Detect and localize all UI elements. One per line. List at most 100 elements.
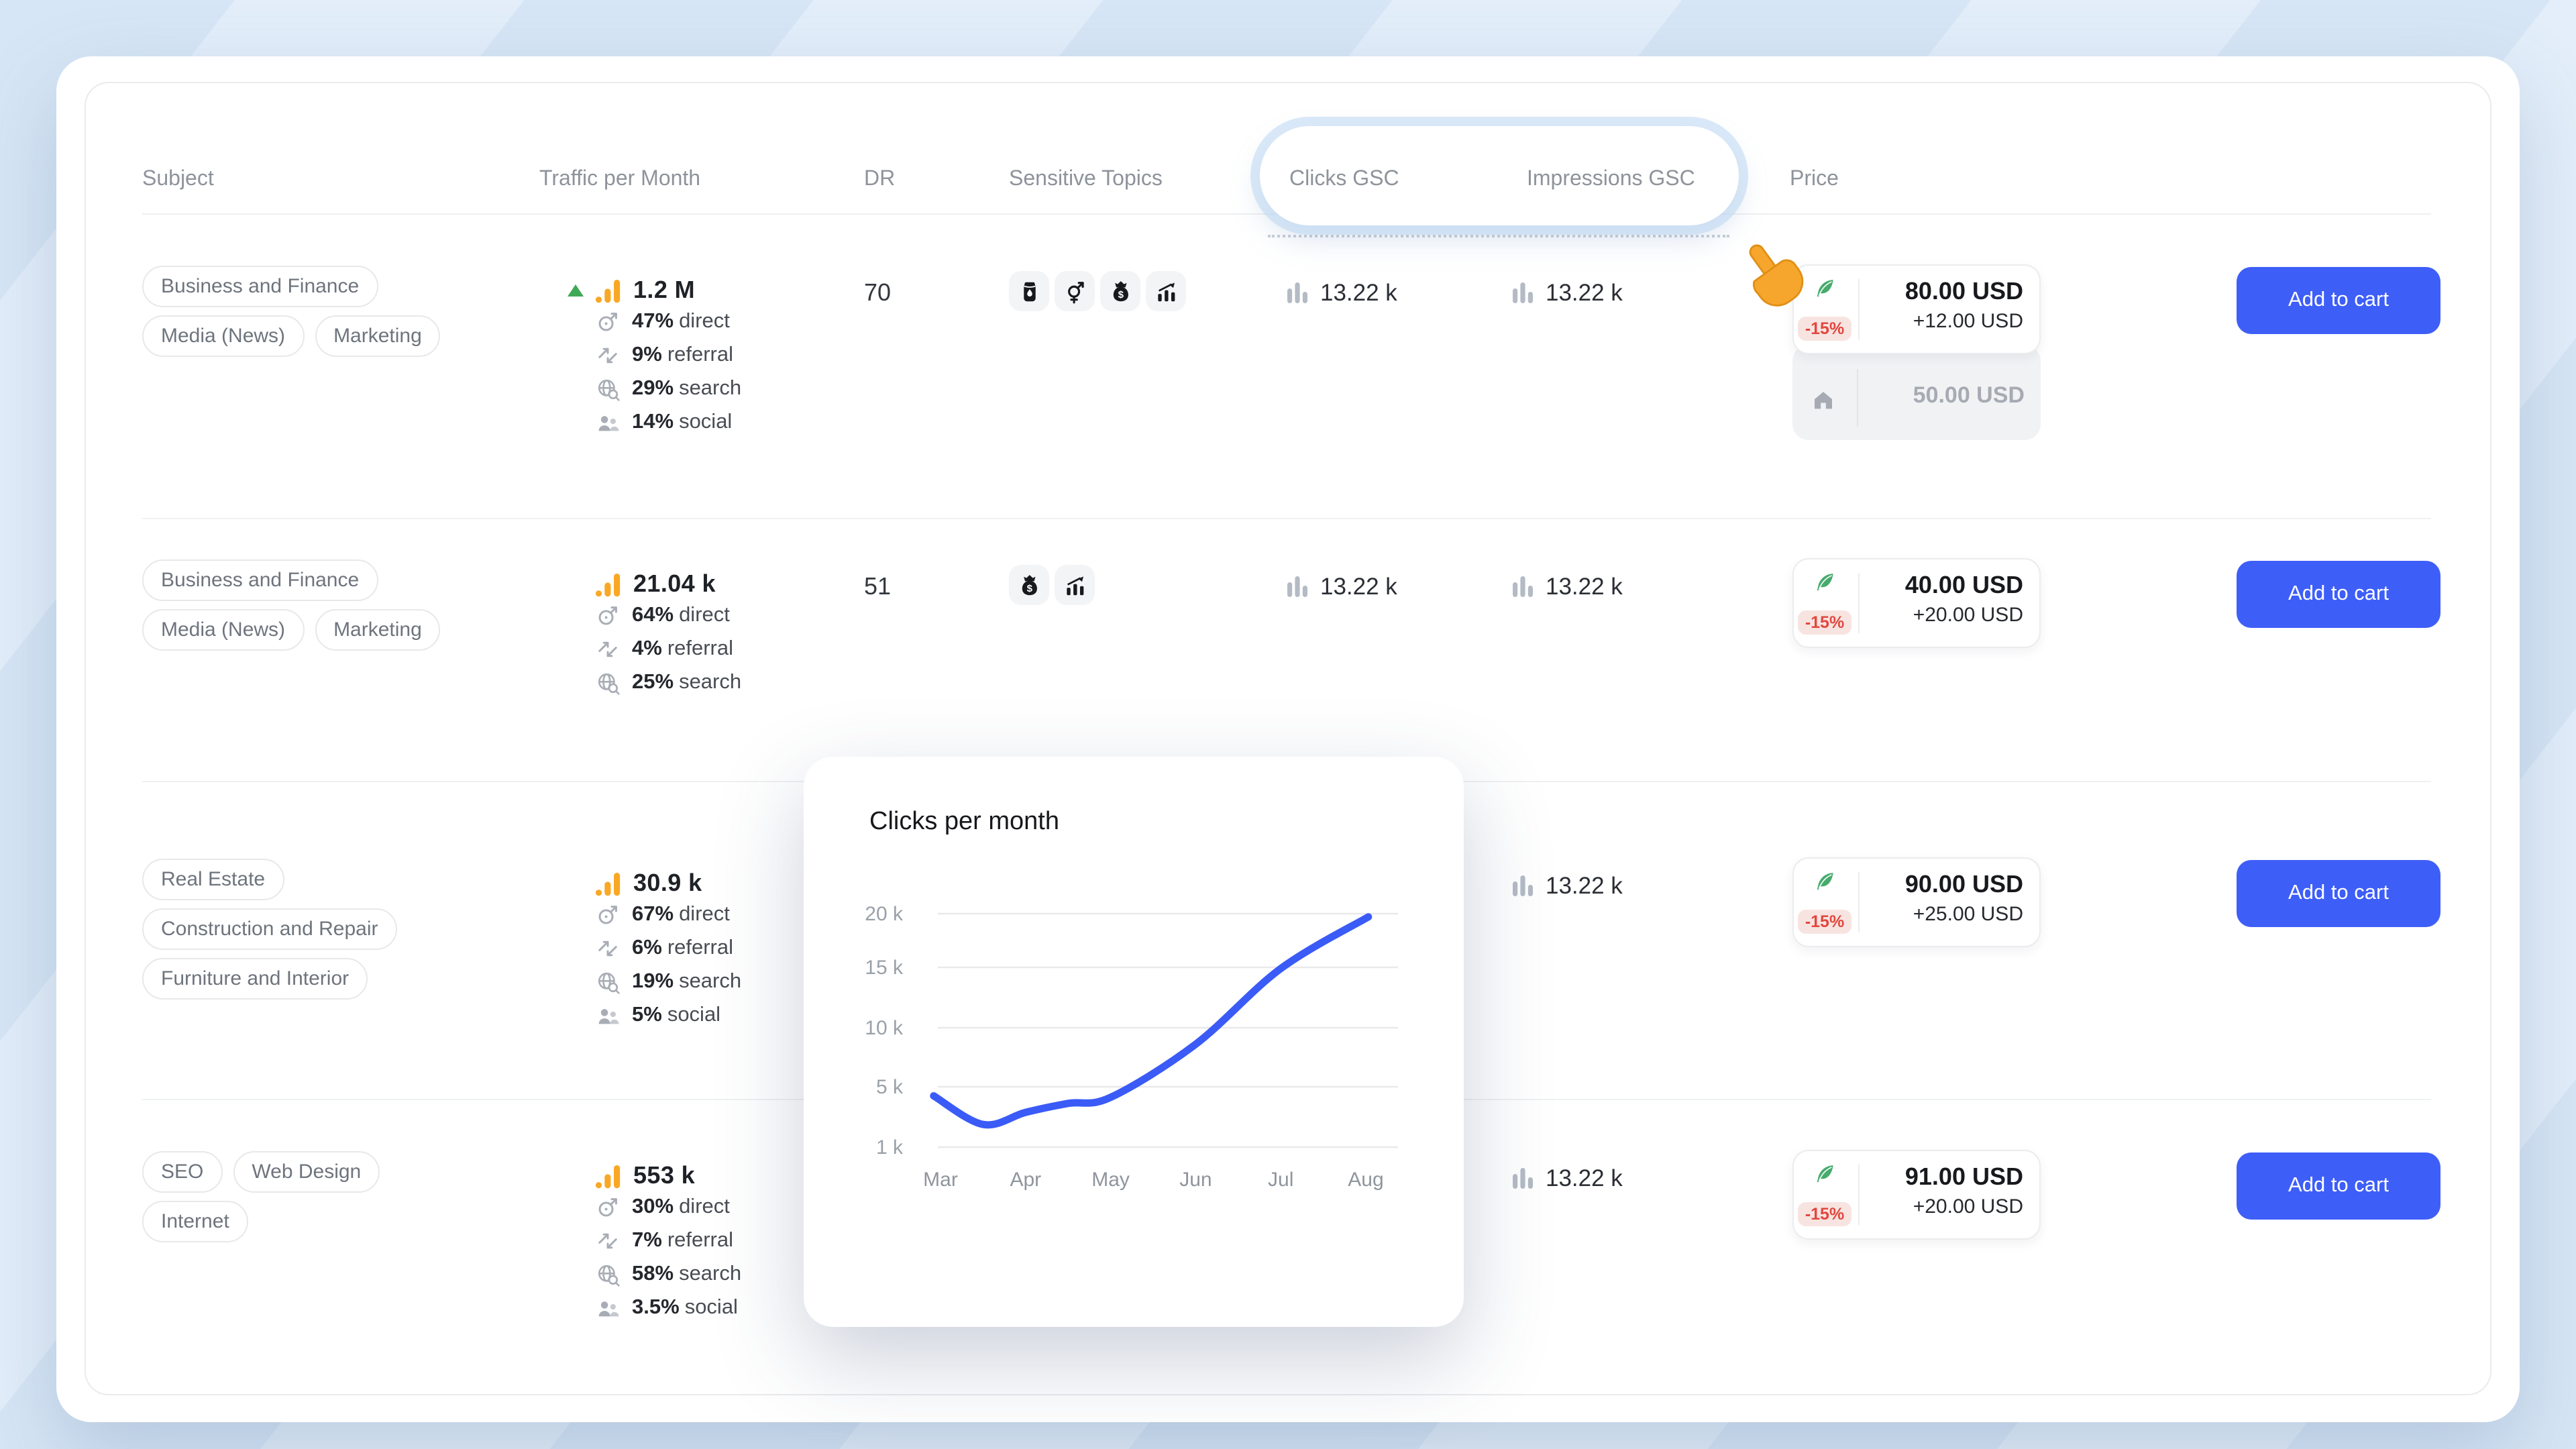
traffic-source: 7% referral	[596, 1224, 902, 1257]
column-header-traffic: Traffic per Month	[539, 168, 701, 191]
traffic-source: 58% search	[596, 1257, 902, 1291]
traffic-source-label: social	[667, 1003, 721, 1026]
direct-icon	[596, 603, 620, 627]
traffic-source-label: social	[684, 1295, 738, 1318]
subject-tag[interactable]: Internet	[142, 1201, 248, 1242]
svg-text:10 k: 10 k	[865, 1017, 904, 1039]
traffic-source: 14% social	[596, 405, 902, 439]
svg-text:Aug: Aug	[1348, 1169, 1383, 1191]
clicks-chart: 20 k 15 k 10 k 5 k 1 k Mar Apr May Jun Jul Aug	[865, 903, 1398, 1191]
discount-badge: -15%	[1798, 910, 1851, 934]
subject-tag[interactable]: Marketing	[315, 315, 441, 357]
subject-tags: Business and Finance Media (News) Marketin…	[142, 266, 494, 357]
traffic-total: 553 k	[566, 1161, 902, 1190]
adult-icon	[1055, 271, 1095, 311]
traffic-source-pct: 30%	[632, 1195, 674, 1218]
subject-tag[interactable]: Web Design	[233, 1151, 380, 1193]
impressions-gsc-value: 13.22 k	[1512, 278, 1623, 307]
traffic-per-month: 1.2 M 47% direct 9% referral 29% search 14% soci…	[566, 264, 902, 439]
gsc-columns-pill[interactable]	[1260, 126, 1739, 225]
price-cell: -15% 90.00 USD +25.00 USD	[1792, 857, 2041, 947]
traffic-source: 5% social	[596, 998, 902, 1032]
subject-tag[interactable]: Business and Finance	[142, 266, 378, 307]
price-card[interactable]: -15% 80.00 USD +12.00 USD	[1792, 264, 2041, 354]
referral-icon	[596, 936, 620, 960]
price-extra: +25.00 USD	[1913, 903, 2023, 926]
secondary-price-card[interactable]: 50.00 USD	[1792, 345, 2041, 440]
subject-tags: Real Estate Construction and Repair Furnit…	[142, 859, 494, 1000]
subject-tag[interactable]: Media (News)	[142, 315, 305, 357]
traffic-source-label: referral	[667, 1228, 734, 1251]
price-card[interactable]: -15% 90.00 USD +25.00 USD	[1792, 857, 2041, 947]
traffic-source-label: social	[679, 410, 733, 433]
gsc-pill-dotted-underline	[1268, 235, 1729, 237]
pointing-hand-cursor	[1736, 236, 1811, 317]
traffic-source-pct: 25%	[632, 670, 674, 693]
traffic-total: 21.04 k	[566, 569, 902, 598]
price-cell: -15% 91.00 USD +20.00 USD	[1792, 1150, 2041, 1240]
feather-icon	[1811, 570, 1837, 596]
traffic-source-label: referral	[667, 343, 734, 366]
price-extra: +20.00 USD	[1913, 604, 2023, 627]
traffic-source-pct: 19%	[632, 969, 674, 992]
impressions-gsc-text: 13.22 k	[1546, 572, 1623, 599]
search-icon	[596, 670, 620, 694]
subject-tag[interactable]: Media (News)	[142, 609, 305, 651]
clicks-per-month-popup: 20 k 15 k 10 k 5 k 1 k Mar Apr May Jun Jul Aug Cli…	[804, 757, 1464, 1327]
feather-icon	[1811, 869, 1837, 895]
dr-value: 70	[864, 279, 892, 306]
trend-slot	[566, 284, 584, 296]
add-to-cart-button[interactable]: Add to cart	[2237, 1152, 2440, 1220]
discount-badge: -15%	[1798, 610, 1851, 635]
gambling-icon: $	[1100, 271, 1140, 311]
search-icon	[596, 969, 620, 994]
traffic-source-pct: 67%	[632, 902, 674, 925]
traffic-source-pct: 5%	[632, 1003, 662, 1026]
svg-text:Jun: Jun	[1179, 1169, 1212, 1191]
price-divider	[1858, 872, 1860, 932]
add-to-cart-button[interactable]: Add to cart	[2237, 860, 2440, 927]
traffic-source-pct: 9%	[632, 343, 662, 366]
traffic-source-label: referral	[667, 637, 734, 659]
svg-text:20 k: 20 k	[865, 903, 904, 925]
social-icon	[596, 1003, 620, 1027]
discount-badge: -15%	[1798, 317, 1851, 341]
sensitive-topics: $	[1009, 271, 1186, 311]
price-card[interactable]: -15% 91.00 USD +20.00 USD	[1792, 1150, 2041, 1240]
subject-tag[interactable]: Construction and Repair	[142, 908, 397, 950]
traffic-source: 29% search	[596, 372, 902, 405]
traffic-bars-icon	[594, 869, 623, 897]
subject-tag[interactable]: Real Estate	[142, 859, 284, 900]
price-card[interactable]: -15% 40.00 USD +20.00 USD	[1792, 558, 2041, 648]
traffic-source: 4% referral	[596, 632, 902, 665]
traffic-source-pct: 64%	[632, 603, 674, 626]
add-to-cart-button[interactable]: Add to cart	[2237, 267, 2440, 334]
traffic-source-pct: 7%	[632, 1228, 662, 1251]
subject-tag[interactable]: Marketing	[315, 609, 441, 651]
traffic-source-pct: 3.5%	[632, 1295, 680, 1318]
column-header-subject: Subject	[142, 168, 214, 191]
traffic-source-pct: 6%	[632, 936, 662, 959]
clicks-gsc-value: 13.22 k	[1287, 278, 1397, 307]
traffic-source-label: search	[679, 670, 742, 693]
price-cell: -15% 80.00 USD +12.00 USD 50.00 USD	[1792, 264, 2041, 440]
traffic-source: 64% direct	[596, 598, 902, 632]
traffic-bars-icon	[594, 1161, 623, 1189]
price-extra: +20.00 USD	[1913, 1195, 2023, 1218]
add-to-cart-button[interactable]: Add to cart	[2237, 561, 2440, 628]
traffic-bars-icon	[594, 570, 623, 598]
subject-tag[interactable]: Business and Finance	[142, 559, 378, 601]
svg-text:May: May	[1091, 1169, 1130, 1191]
impressions-gsc-value: 13.22 k	[1512, 572, 1623, 601]
traffic-source: 19% search	[596, 965, 902, 998]
price-divider	[1858, 573, 1860, 633]
traffic-source-label: direct	[679, 902, 730, 925]
price-main: 90.00 USD	[1904, 871, 2023, 898]
svg-text:5 k: 5 k	[876, 1076, 904, 1098]
subject-tag[interactable]: SEO	[142, 1151, 223, 1193]
column-header-price: Price	[1790, 168, 1839, 191]
impressions-gsc-value: 13.22 k	[1512, 871, 1623, 900]
direct-icon	[596, 1195, 620, 1219]
subject-tag[interactable]: Furniture and Interior	[142, 958, 368, 1000]
traffic-value: 553 k	[633, 1161, 696, 1188]
